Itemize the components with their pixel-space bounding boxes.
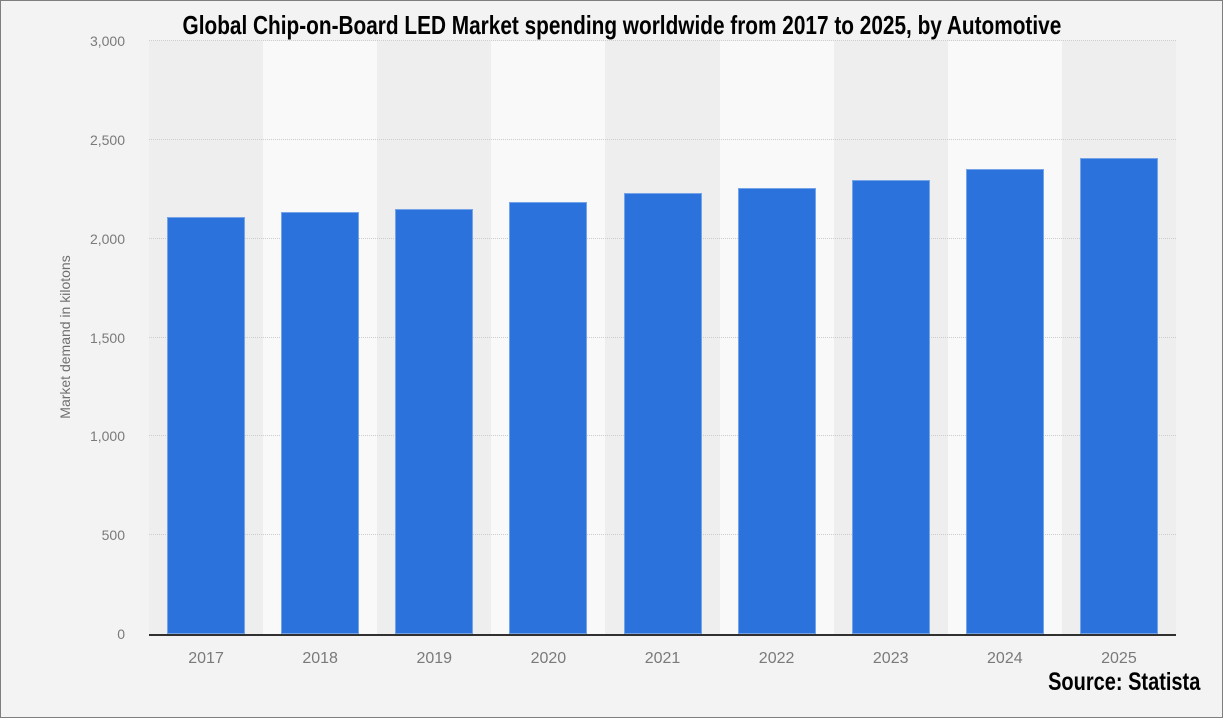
y-tick-0: 0 — [117, 626, 125, 642]
x-label-2022: 2022 — [758, 650, 795, 667]
x-label-2025: 2025 — [1101, 650, 1137, 667]
x-label-2021: 2021 — [644, 650, 681, 667]
gridline-2,500 — [149, 138, 1176, 140]
bar-2021 — [623, 193, 702, 634]
chart-title: Global Chip-on-Board LED Market spending… — [182, 10, 1062, 40]
y-axis-tick-labels: 0 500 1,000 1,500 2,000 2,500 3,000 — [1, 33, 125, 642]
x-label-2023: 2023 — [872, 650, 909, 667]
y-tick-500: 500 — [101, 527, 125, 544]
bar-2024 — [965, 169, 1044, 634]
x-label-2024: 2024 — [987, 650, 1023, 667]
x-label-2018: 2018 — [302, 650, 338, 667]
bar-2017 — [167, 216, 246, 634]
gridline-3,000 — [149, 40, 1176, 41]
bar-2022 — [737, 188, 816, 634]
bar-2023 — [851, 180, 930, 634]
x-label-2020: 2020 — [530, 650, 567, 667]
bar-2019 — [395, 209, 474, 634]
bar-2020 — [509, 202, 588, 634]
y-tick-1,000: 1,000 — [89, 428, 125, 445]
plot-area — [149, 40, 1177, 636]
y-tick-2,500: 2,500 — [89, 131, 125, 148]
y-tick-3,000: 3,000 — [89, 33, 125, 49]
y-tick-2,000: 2,000 — [89, 230, 125, 247]
y-tick-1,500: 1,500 — [89, 329, 125, 346]
x-label-2019: 2019 — [416, 650, 453, 667]
x-axis-labels: 2017 2018 2019 2020 2021 2022 2023 2024 2025 — [149, 650, 1176, 672]
x-label-2017: 2017 — [188, 650, 224, 667]
bar-2025 — [1079, 157, 1158, 634]
bar-2018 — [281, 211, 360, 634]
source-label: Source: Statista — [1047, 668, 1200, 696]
